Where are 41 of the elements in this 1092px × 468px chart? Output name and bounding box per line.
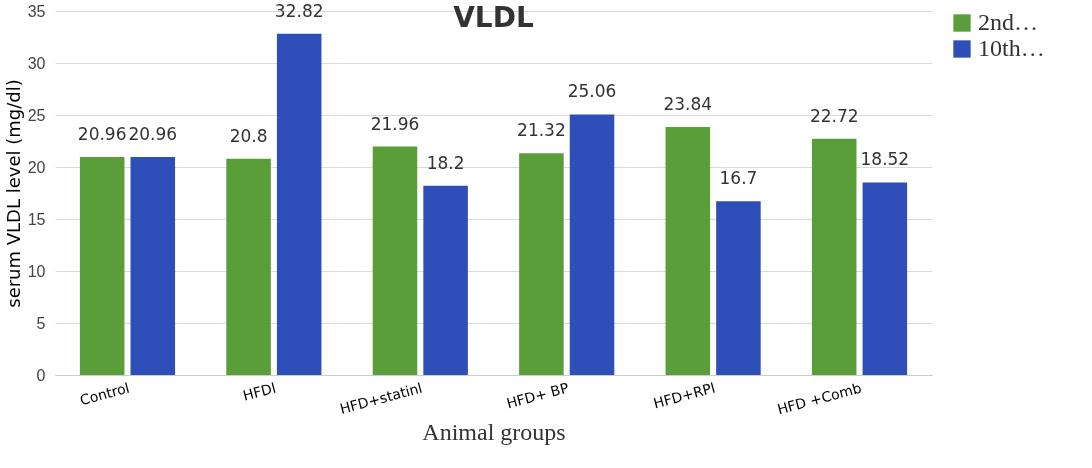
data-label: 22.72	[809, 105, 859, 126]
legend-label: 10th…	[978, 35, 1045, 61]
data-label: 21.32	[517, 120, 566, 141]
data-label: 25.06	[567, 81, 617, 102]
bar	[716, 201, 761, 375]
data-label: 18.52	[860, 149, 910, 170]
data-label: 21.96	[370, 113, 420, 134]
bar	[862, 182, 908, 375]
bar	[276, 33, 322, 375]
bar	[226, 158, 271, 375]
y-axis-title: serum VLDL level (mg/dl)	[2, 79, 24, 308]
data-label: 20.96	[128, 124, 178, 145]
x-tick-label: HFD+ BP	[504, 379, 571, 412]
bar	[569, 114, 615, 375]
x-tick-label: HFD +Comb	[775, 379, 864, 418]
y-tick-label: 25	[27, 106, 46, 124]
data-label: 20.96	[77, 124, 127, 145]
bar	[665, 127, 711, 375]
y-tick-label: 10	[27, 262, 46, 280]
bar	[423, 185, 468, 375]
legend-label: 2nd…	[978, 9, 1038, 35]
bar	[811, 138, 857, 375]
bar	[130, 157, 176, 375]
bar	[372, 146, 418, 375]
data-label: 23.84	[663, 94, 713, 115]
y-tick-label: 5	[36, 314, 46, 332]
y-tick-label: 20	[27, 158, 46, 176]
x-axis-title: Animal groups	[422, 419, 566, 446]
data-label: 32.82	[274, 0, 324, 21]
x-tick-label: HFDl	[241, 379, 278, 404]
data-label: 20.8	[229, 125, 268, 146]
y-tick-label: 15	[27, 210, 46, 228]
data-label: 18.2	[426, 152, 465, 173]
x-tick-label: Control	[78, 379, 132, 409]
data-label: 16.7	[719, 168, 758, 189]
y-tick-label: 0	[36, 366, 46, 384]
bar	[519, 153, 564, 375]
y-tick-label: 35	[27, 2, 46, 20]
bar	[79, 157, 125, 375]
y-tick-label: 30	[27, 54, 46, 72]
chart-title: VLDL	[453, 0, 534, 34]
